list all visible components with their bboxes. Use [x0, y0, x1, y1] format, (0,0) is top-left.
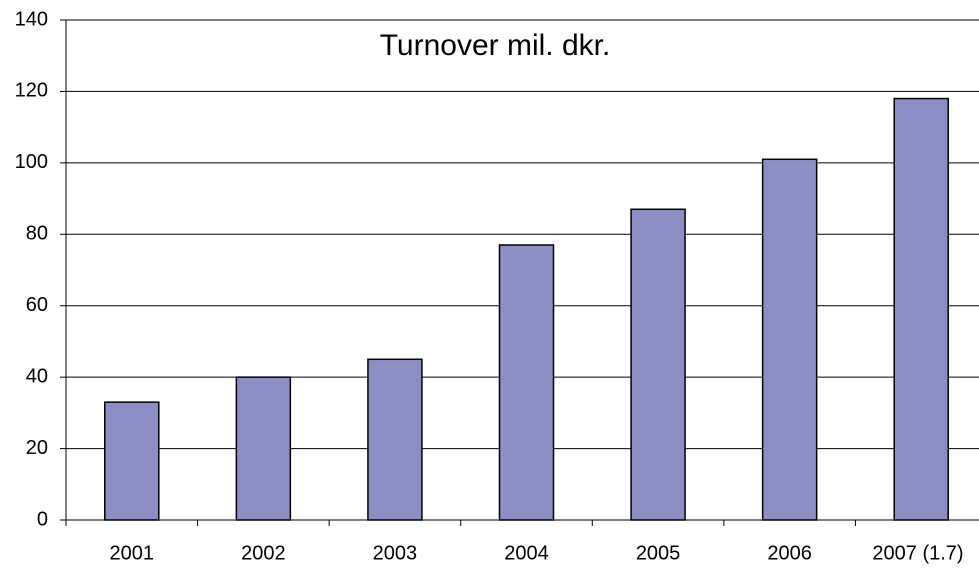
y-tick-label: 120 [15, 80, 48, 102]
x-tick-label: 2002 [241, 542, 286, 564]
x-tick-label: 2006 [767, 542, 812, 564]
bar [104, 401, 160, 521]
x-tick-label: 2004 [504, 542, 549, 564]
x-tick-label: 2003 [373, 542, 418, 564]
x-tick-label: 2001 [110, 542, 155, 564]
x-tick-label: 2007 (1.7) [872, 542, 963, 564]
bar [761, 158, 818, 521]
x-tick-label: 2005 [636, 542, 681, 564]
bar [630, 208, 686, 521]
bar [498, 244, 555, 521]
y-tick-label: 100 [15, 151, 48, 173]
chart-title: Turnover mil. dkr. [380, 29, 611, 62]
bar [235, 376, 292, 521]
y-tick-label: 60 [26, 294, 48, 316]
y-tick-label: 140 [15, 8, 48, 30]
y-tick-label: 20 [26, 437, 48, 459]
y-tick-label: 40 [26, 365, 48, 387]
bar [893, 97, 949, 521]
bar [367, 358, 423, 521]
y-tick-label: 80 [26, 223, 48, 245]
y-tick-label: 0 [37, 508, 48, 530]
